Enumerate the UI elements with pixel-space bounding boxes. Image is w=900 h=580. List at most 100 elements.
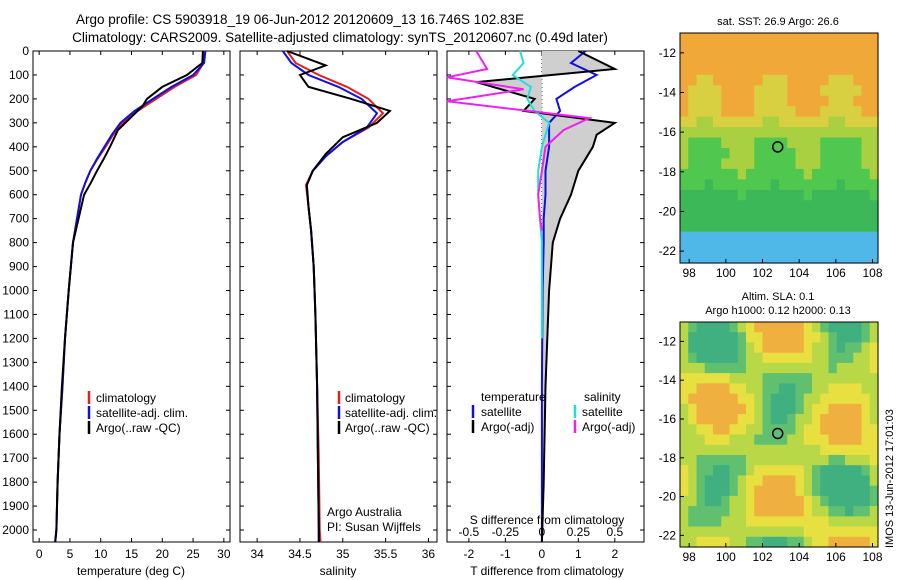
map-cell xyxy=(721,485,731,497)
map-cell xyxy=(704,485,714,497)
map-cell xyxy=(869,495,879,507)
map-cell xyxy=(713,168,722,180)
map-cell xyxy=(812,210,821,222)
map-cell xyxy=(795,137,805,149)
map-cell xyxy=(721,137,731,149)
map-cell xyxy=(729,352,739,364)
map-cell xyxy=(754,200,764,212)
map-cell xyxy=(713,322,722,333)
x-tick-label: 98 xyxy=(682,266,696,280)
map-cell xyxy=(704,475,714,487)
map-cell xyxy=(721,74,731,86)
map-cell xyxy=(803,424,813,436)
map-cell xyxy=(737,362,747,374)
map-cell xyxy=(696,383,706,395)
map-cell xyxy=(820,362,830,374)
map-cell xyxy=(680,148,689,160)
map-cell xyxy=(704,434,714,446)
map-cell xyxy=(869,424,879,436)
map-cell xyxy=(779,393,788,405)
map-cell xyxy=(828,252,838,264)
map-cell xyxy=(754,127,764,139)
map-cell xyxy=(770,342,780,354)
map-cell xyxy=(836,33,846,45)
map-cell xyxy=(696,526,706,538)
map-cell xyxy=(795,373,805,384)
map-cell xyxy=(746,221,755,233)
map-cell xyxy=(853,342,863,354)
map-cell xyxy=(762,506,772,517)
map-cell xyxy=(762,414,772,425)
map-cell xyxy=(762,383,772,395)
map-cell xyxy=(680,322,689,333)
map-cell xyxy=(737,189,747,201)
map-cell xyxy=(746,475,755,487)
map-cell xyxy=(787,516,797,528)
map-cell xyxy=(762,536,772,548)
map-cell xyxy=(762,158,772,170)
map-cell xyxy=(812,43,821,55)
map-cell xyxy=(795,485,805,497)
map-cell xyxy=(828,74,838,86)
map-cell xyxy=(853,465,863,477)
map-cell xyxy=(713,33,722,45)
map-cell xyxy=(754,352,764,364)
map-cell xyxy=(779,506,788,517)
map-cell xyxy=(721,332,731,344)
map-cell xyxy=(803,475,813,487)
map-cell xyxy=(845,526,854,538)
map-frame xyxy=(679,321,879,548)
map-cell xyxy=(721,189,731,201)
salinity-legend: climatology satellite-adj. clim. Argo(..… xyxy=(327,391,437,534)
map-cell xyxy=(721,179,731,191)
map-cell xyxy=(869,95,879,107)
map-cell xyxy=(861,495,871,507)
map-cell xyxy=(696,393,706,405)
map-cell xyxy=(721,444,731,456)
map-cell xyxy=(861,74,871,86)
map-cell xyxy=(754,210,764,222)
map-cell xyxy=(803,322,813,333)
map-cell xyxy=(869,332,879,344)
map-cell xyxy=(746,434,755,446)
map-cell xyxy=(729,106,739,118)
map-cell xyxy=(803,64,813,76)
map-cell xyxy=(812,137,821,149)
map-cell xyxy=(688,252,698,264)
map-cell xyxy=(680,242,689,254)
map-cell xyxy=(869,242,879,254)
map-cell xyxy=(812,485,821,497)
map-cell xyxy=(746,373,755,384)
map-cell xyxy=(770,74,780,86)
map-cell xyxy=(869,342,879,354)
map-cell xyxy=(696,495,706,507)
map-cell xyxy=(680,475,689,487)
map-cell xyxy=(680,189,689,201)
map-cell xyxy=(680,252,689,264)
map-cell xyxy=(820,342,830,354)
map-cell xyxy=(704,43,714,55)
map-cell xyxy=(820,373,830,384)
map-cell xyxy=(787,179,797,191)
map-cell xyxy=(803,403,813,415)
map-cell xyxy=(696,168,706,180)
map-cell xyxy=(869,475,879,487)
map-cell xyxy=(746,322,755,333)
map-cell xyxy=(704,148,714,160)
map-cell xyxy=(704,179,714,191)
map-cell xyxy=(869,444,879,456)
map-cell xyxy=(820,85,830,97)
map-cell xyxy=(762,373,772,384)
map-cell xyxy=(770,332,780,344)
map-cell xyxy=(795,526,805,538)
map-cell xyxy=(737,158,747,170)
y-tick-label: 2000 xyxy=(2,523,29,537)
map-cell xyxy=(696,242,706,254)
temperature-plot: 0 5 10 15 20 25 300100200300400500600700800900… xyxy=(2,44,231,561)
map-cell xyxy=(729,465,739,477)
map-cell xyxy=(820,127,830,139)
map-cell xyxy=(803,526,813,538)
map-cell xyxy=(729,362,739,374)
map-cell xyxy=(762,148,772,160)
map-cell xyxy=(795,434,805,446)
